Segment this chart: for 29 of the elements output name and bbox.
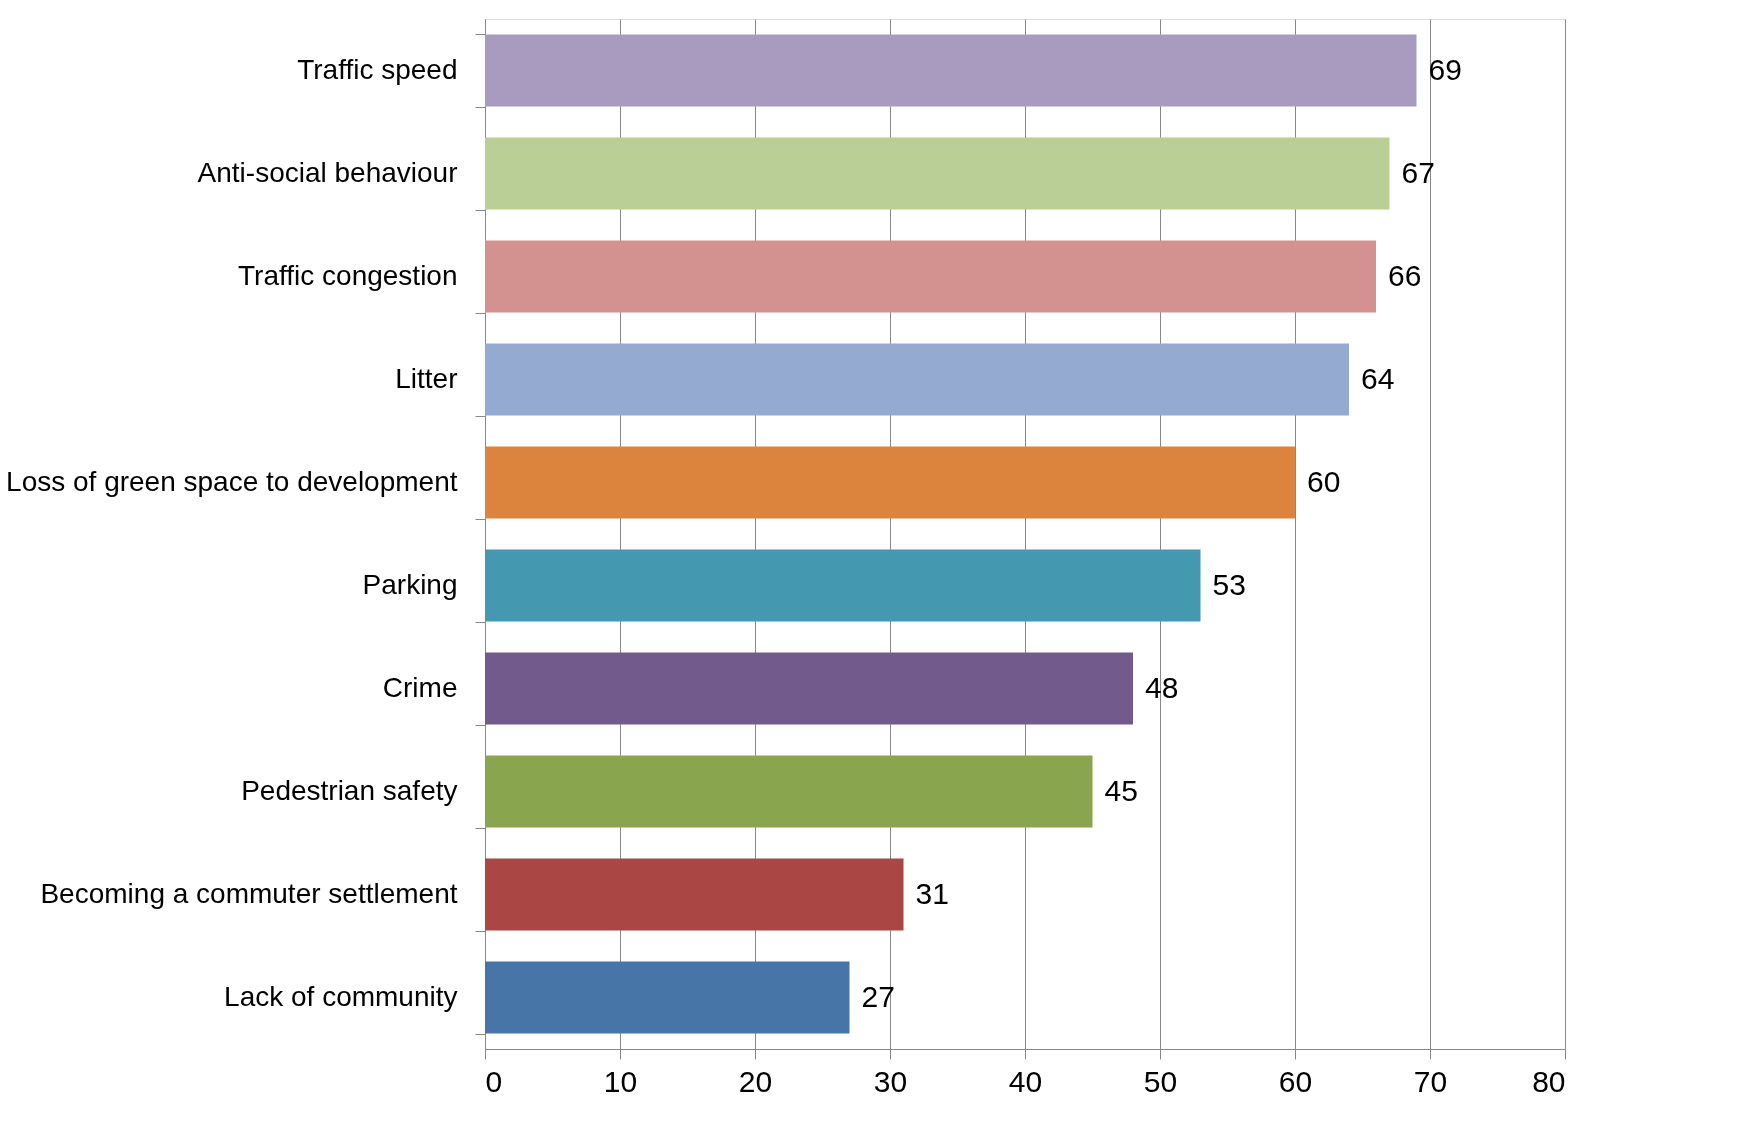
- data-label: 64: [1361, 361, 1395, 395]
- y-tick-label: Litter: [395, 363, 458, 394]
- data-label: 69: [1428, 52, 1462, 86]
- x-tick-label: 20: [738, 1064, 773, 1098]
- data-label: 45: [1104, 773, 1138, 807]
- y-tick-label: Becoming a commuter settlement: [40, 878, 458, 909]
- x-tick-label: 40: [1008, 1064, 1043, 1098]
- data-label: 60: [1307, 464, 1341, 498]
- x-tick-label: 80: [1532, 1064, 1566, 1098]
- data-label: 48: [1145, 670, 1179, 704]
- y-tick-label: Parking: [362, 569, 458, 600]
- x-tick-label: 30: [873, 1064, 908, 1098]
- data-label: 31: [915, 876, 949, 910]
- y-tick-label: Pedestrian safety: [241, 775, 458, 806]
- y-tick-label: Loss of green space to development: [6, 466, 458, 497]
- x-tick-label: 10: [603, 1064, 638, 1098]
- x-tick-label: 50: [1143, 1064, 1178, 1098]
- y-tick-label: Anti-social behaviour: [197, 157, 458, 188]
- y-tick-label: Crime: [382, 672, 458, 703]
- data-label: 66: [1388, 258, 1422, 292]
- y-tick-label: Traffic congestion: [238, 260, 458, 291]
- x-tick-label: 0: [485, 1064, 503, 1098]
- data-label: 27: [861, 979, 895, 1013]
- y-tick-label: Traffic speed: [297, 54, 458, 85]
- x-tick-label: 60: [1278, 1064, 1313, 1098]
- x-tick-label: 70: [1413, 1064, 1448, 1098]
- data-label: 67: [1401, 155, 1435, 189]
- y-tick-label: Lack of community: [224, 981, 458, 1012]
- data-label: 53: [1212, 567, 1246, 601]
